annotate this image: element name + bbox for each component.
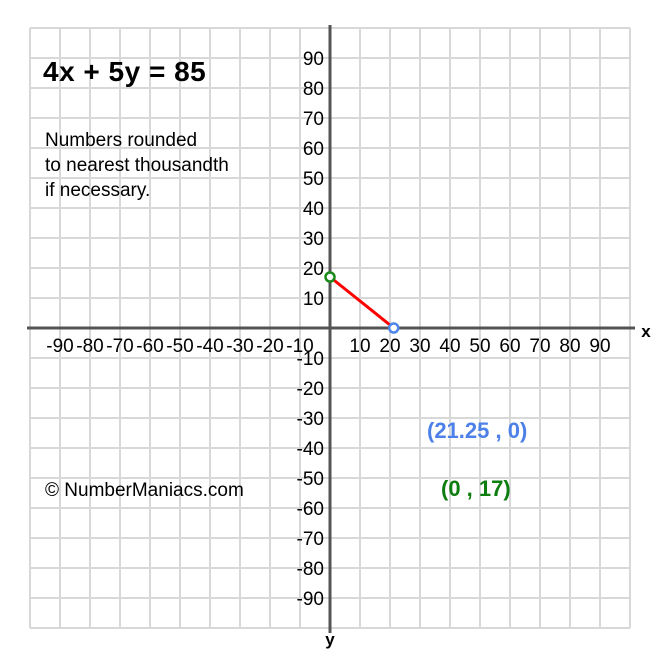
x-tick-label: 90 [589, 336, 610, 357]
x-tick-label: 50 [469, 336, 490, 357]
y-tick-label: 50 [303, 169, 324, 190]
y-tick-label: -60 [297, 499, 324, 520]
x-tick-label: -30 [226, 336, 253, 357]
x-tick-label: -70 [106, 336, 133, 357]
y-tick-label: -50 [297, 469, 324, 490]
x-tick-label: 20 [379, 336, 400, 357]
x-tick-label: -40 [196, 336, 223, 357]
y-tick-label: -90 [297, 589, 324, 610]
x-tick-label: 70 [529, 336, 550, 357]
y-tick-label: 30 [303, 229, 324, 250]
y-tick-label: 10 [303, 289, 324, 310]
x-tick-label: -50 [166, 336, 193, 357]
x-tick-label: 30 [409, 336, 430, 357]
y-intercept-label: (0 , 17) [441, 476, 511, 501]
x-tick-label: 80 [559, 336, 580, 357]
x-tick-label: 60 [499, 336, 520, 357]
x-axis-letter: x [641, 322, 651, 341]
x-tick-label: 10 [349, 336, 370, 357]
x-intercept-marker [388, 322, 400, 334]
copyright-text: © NumberManiacs.com [45, 480, 244, 501]
y-tick-label: 40 [303, 199, 324, 220]
y-intercept-marker [324, 271, 336, 283]
y-tick-label: -30 [297, 409, 324, 430]
x-tick-label: -10 [286, 336, 313, 357]
equation-title: 4x + 5y = 85 [43, 56, 207, 87]
y-tick-label: -10 [297, 349, 324, 370]
intercept-segment [328, 275, 396, 330]
y-axis-letter: y [325, 630, 335, 649]
x-tick-label: 40 [439, 336, 460, 357]
x-tick-label: -20 [256, 336, 283, 357]
rounding-note: Numbers rounded to nearest thousandth if… [45, 130, 229, 201]
y-tick-label: -40 [297, 439, 324, 460]
x-tick-label: -90 [46, 336, 73, 357]
y-tick-label: -70 [297, 529, 324, 550]
y-tick-label: 90 [303, 49, 324, 70]
y-tick-label: 70 [303, 109, 324, 130]
y-tick-label: 20 [303, 259, 324, 280]
x-intercept-label: (21.25 , 0) [427, 418, 528, 443]
x-tick-label: -60 [136, 336, 163, 357]
y-tick-label: -80 [297, 559, 324, 580]
y-tick-label: -20 [297, 379, 324, 400]
x-tick-label: -80 [76, 336, 103, 357]
y-tick-label: 60 [303, 139, 324, 160]
y-tick-label: 80 [303, 79, 324, 100]
